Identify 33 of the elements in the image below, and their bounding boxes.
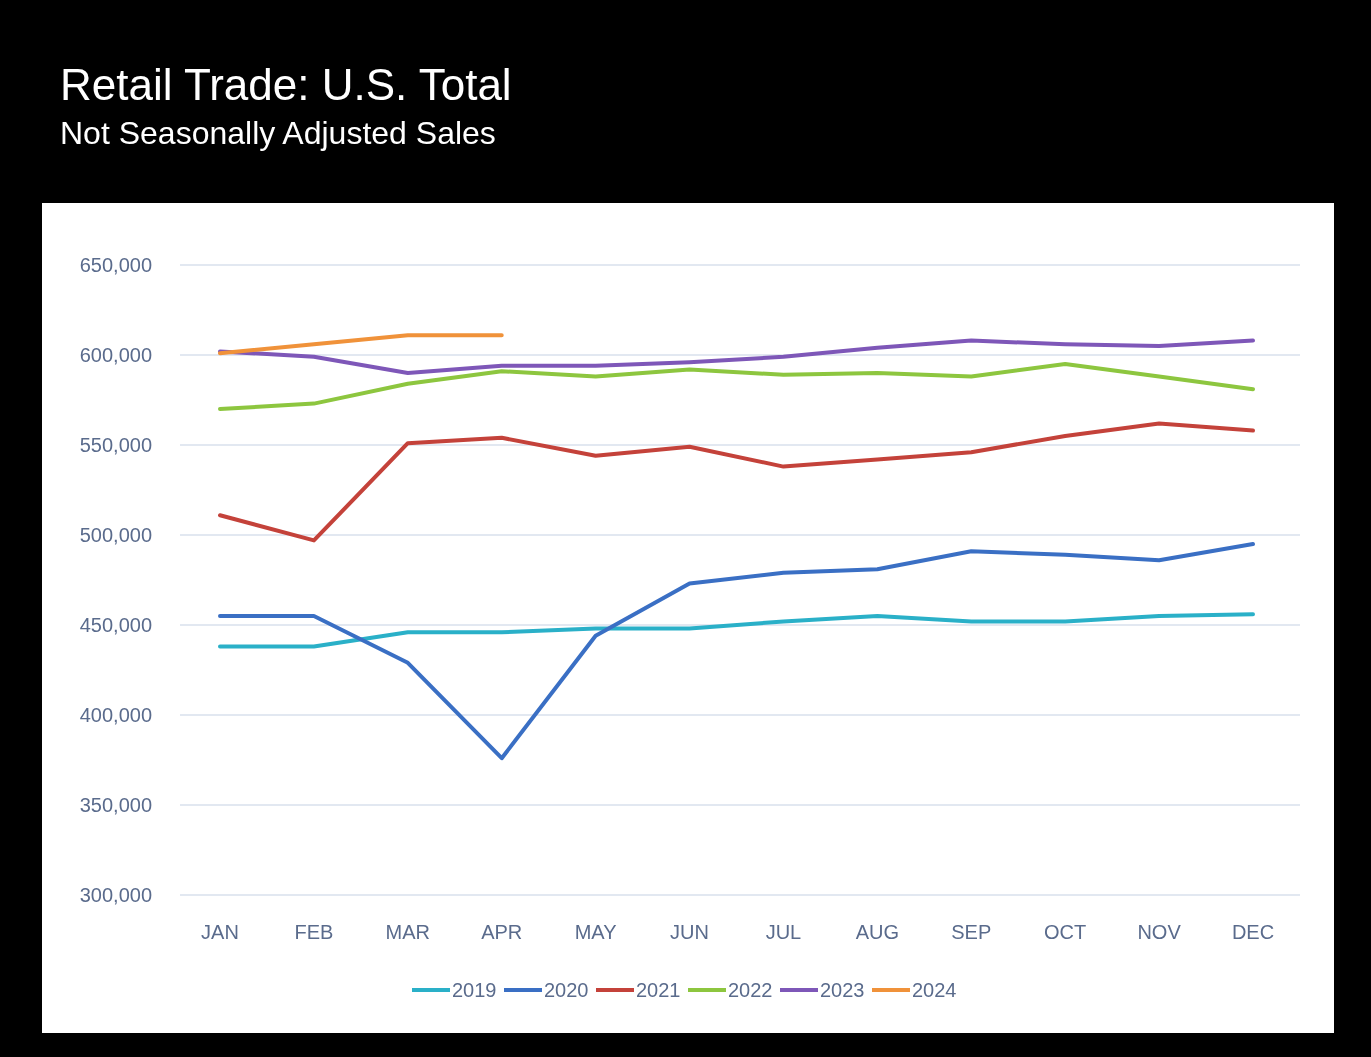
legend-label: 2020 <box>544 979 589 1001</box>
legend-label: 2024 <box>912 979 957 1001</box>
chart-subtitle: Not Seasonally Adjusted Sales <box>60 115 496 151</box>
line-series <box>218 362 1255 411</box>
x-tick-label: SEP <box>951 921 992 943</box>
legend-label: 2022 <box>728 979 773 1001</box>
x-tick-label: JUL <box>765 921 802 943</box>
y-tick-label: 350,000 <box>79 794 152 816</box>
legend-label: 2021 <box>636 979 681 1001</box>
line-series <box>218 338 1255 375</box>
x-tick-label: APR <box>481 921 523 943</box>
y-tick-label: 300,000 <box>79 884 152 906</box>
y-tick-label: 500,000 <box>79 524 152 546</box>
x-tick-label: MAY <box>574 921 617 943</box>
y-tick-label: 450,000 <box>79 614 152 636</box>
x-tick-label: DEC <box>1231 921 1275 943</box>
x-tick-label: AUG <box>855 921 900 943</box>
x-tick-label: JAN <box>201 921 239 943</box>
y-tick-label: 400,000 <box>79 704 152 726</box>
x-tick-label: NOV <box>1137 921 1182 943</box>
y-tick-label: 550,000 <box>79 434 152 456</box>
x-tick-label: MAR <box>385 921 431 943</box>
legend-label: 2019 <box>452 979 497 1001</box>
x-tick-label: OCT <box>1044 921 1087 943</box>
x-tick-label: FEB <box>294 921 334 943</box>
legend-label: 2023 <box>820 979 865 1001</box>
chart-title: Retail Trade: U.S. Total <box>60 60 512 109</box>
line-series <box>218 612 1255 649</box>
line-series <box>218 421 1255 543</box>
y-tick-label: 600,000 <box>79 344 152 366</box>
y-tick-label: 650,000 <box>79 254 152 276</box>
x-tick-label: JUN <box>670 921 709 943</box>
line-series <box>218 542 1255 761</box>
